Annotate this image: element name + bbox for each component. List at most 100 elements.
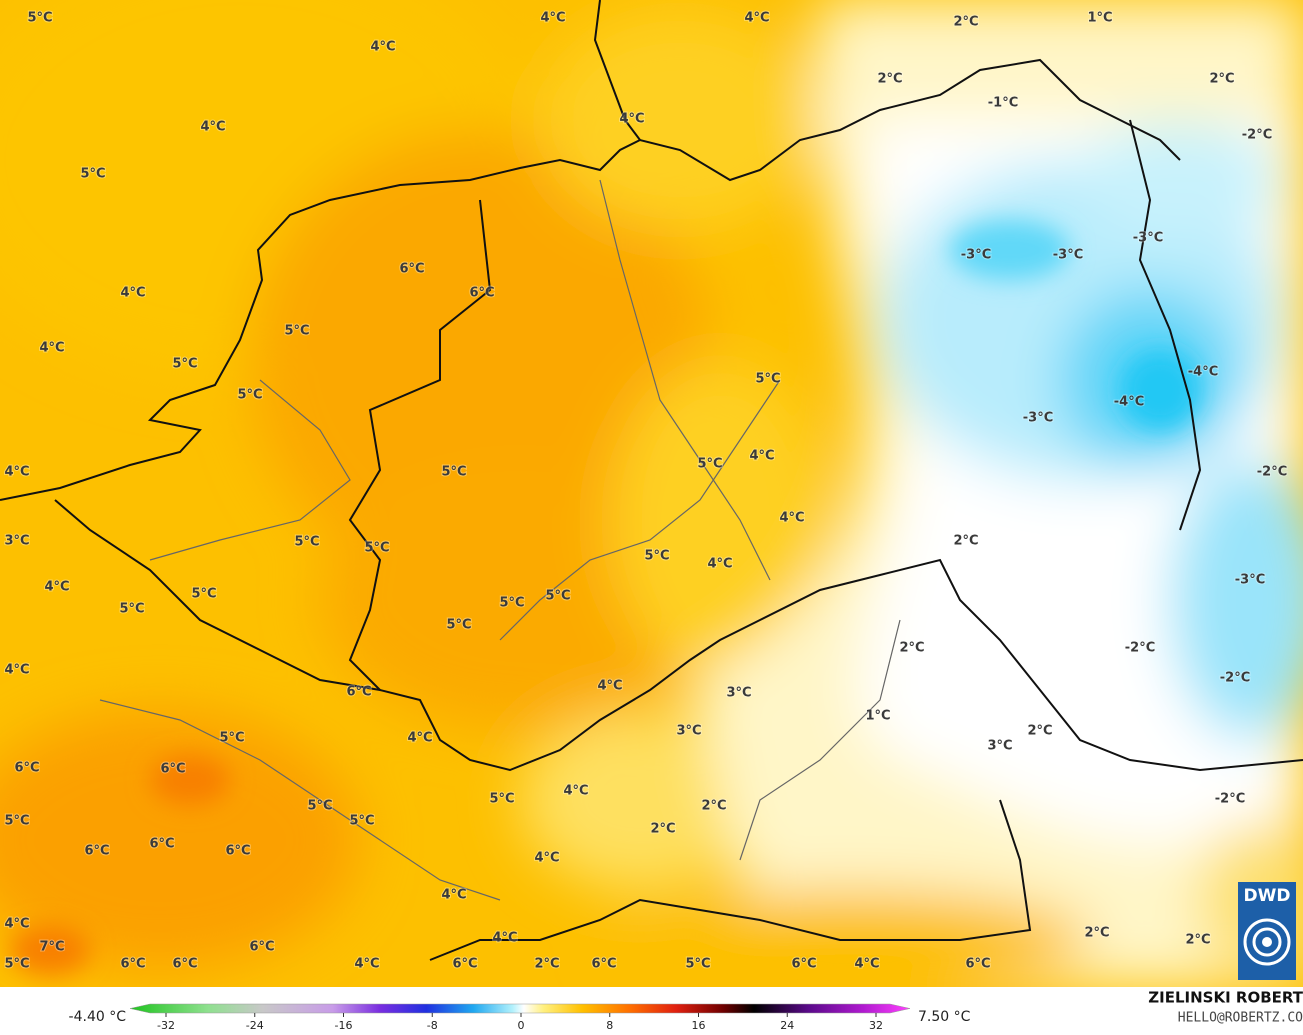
temperature-label: 6°C	[791, 957, 816, 972]
temperature-label: 2°C	[877, 72, 902, 87]
temperature-label: 2°C	[899, 641, 924, 656]
temperature-label: 4°C	[200, 120, 225, 135]
temperature-label: 4°C	[749, 449, 774, 464]
temperature-label: 5°C	[697, 457, 722, 472]
temperature-label: 2°C	[1084, 926, 1109, 941]
temperature-label: 6°C	[346, 685, 371, 700]
temperature-label: 4°C	[563, 784, 588, 799]
logo-swirl	[1252, 927, 1282, 957]
temperature-label: -3°C	[1133, 231, 1163, 246]
colorbar-tick-label: 32	[869, 1019, 883, 1032]
temperature-label: -2°C	[1220, 671, 1250, 686]
temperature-label: 5°C	[441, 465, 466, 480]
temperature-label: 4°C	[39, 341, 64, 356]
temperature-label: 5°C	[27, 11, 52, 26]
temperature-label: 4°C	[370, 40, 395, 55]
temperature-label: 5°C	[172, 357, 197, 372]
region-border	[99, 179, 901, 901]
dwd-logo: DWD	[1238, 882, 1296, 980]
temperature-label: 5°C	[191, 587, 216, 602]
country-border	[54, 119, 1303, 961]
temperature-label: 3°C	[676, 724, 701, 739]
temperature-label: 4°C	[4, 663, 29, 678]
temperature-label: -4°C	[1188, 365, 1218, 380]
logo-swirl	[1243, 918, 1291, 966]
temperature-label: 6°C	[160, 762, 185, 777]
temperature-label: 4°C	[4, 465, 29, 480]
temperature-label: 5°C	[4, 814, 29, 829]
temperature-label: 6°C	[225, 844, 250, 859]
logo-text: DWD	[1244, 886, 1291, 906]
temperature-label: -2°C	[1242, 128, 1272, 143]
temperature-label: -1°C	[988, 96, 1018, 111]
temperature-label: 4°C	[744, 11, 769, 26]
temperature-label: 5°C	[644, 549, 669, 564]
logo-swirl	[1262, 937, 1272, 947]
temperature-label: 5°C	[119, 602, 144, 617]
temperature-label: 4°C	[354, 957, 379, 972]
temperature-label: 3°C	[987, 739, 1012, 754]
temperature-label: 6°C	[399, 262, 424, 277]
temperature-label: 5°C	[499, 596, 524, 611]
temperature-label: 5°C	[284, 324, 309, 339]
temperature-label: 6°C	[469, 286, 494, 301]
temperature-label: 5°C	[237, 388, 262, 403]
temperature-label: 5°C	[489, 792, 514, 807]
temperature-label: 6°C	[14, 761, 39, 776]
temperature-label: 6°C	[84, 844, 109, 859]
temperature-label: 2°C	[534, 957, 559, 972]
temperature-label: 6°C	[149, 837, 174, 852]
temperature-label: 4°C	[619, 112, 644, 127]
temperature-label: 4°C	[540, 11, 565, 26]
colorbar-tick-label: 16	[692, 1019, 706, 1032]
temperature-label: 5°C	[685, 957, 710, 972]
temperature-label: -2°C	[1257, 465, 1287, 480]
temperature-label: 5°C	[219, 731, 244, 746]
temperature-label: 3°C	[4, 534, 29, 549]
temperature-label: 2°C	[701, 799, 726, 814]
credit-name: ZIELINSKI ROBERT	[1148, 989, 1303, 1007]
colorbar-tick-label: 24	[780, 1019, 794, 1032]
temperature-label: -3°C	[1053, 248, 1083, 263]
colorbar-tick-label: -32	[157, 1019, 175, 1032]
colorbar-tick-label: 8	[606, 1019, 613, 1032]
temperature-label: 4°C	[534, 851, 559, 866]
temperature-label: 6°C	[591, 957, 616, 972]
temperature-label: 5°C	[446, 618, 471, 633]
temperature-label: 2°C	[1185, 933, 1210, 948]
colorbar	[129, 1003, 911, 1014]
legend-max: 7.50 °C	[918, 1009, 971, 1025]
temperature-label: 3°C	[726, 686, 751, 701]
colorbar-tick-label: 0	[518, 1019, 525, 1032]
temperature-label: 4°C	[407, 731, 432, 746]
temperature-label: 4°C	[597, 679, 622, 694]
legend-min: -4.40 °C	[69, 1009, 127, 1025]
temperature-label: 4°C	[779, 511, 804, 526]
legend: -4.40 °C 7.50 °C -32 -24 -16 -8 0 8 16 24 32	[69, 1003, 971, 1032]
temperature-label: 4°C	[44, 580, 69, 595]
temperature-label: 2°C	[1209, 72, 1234, 87]
temperature-label: 6°C	[965, 957, 990, 972]
temperature-label: 5°C	[364, 541, 389, 556]
temperature-label: 5°C	[294, 535, 319, 550]
temperature-label: 6°C	[172, 957, 197, 972]
colorbar-tick-label: -8	[427, 1019, 438, 1032]
temperature-label: 1°C	[865, 709, 890, 724]
colorbar-tick-label: -24	[246, 1019, 264, 1032]
temperature-label: -2°C	[1125, 641, 1155, 656]
credit-contact: HELLO@ROBERTZ.CO	[1178, 1011, 1303, 1026]
temperature-label: -4°C	[1114, 395, 1144, 410]
temperature-label: 1°C	[1087, 11, 1112, 26]
colorbar-tick-label: -16	[335, 1019, 353, 1032]
temperature-label: 5°C	[307, 799, 332, 814]
temperature-label: 6°C	[452, 957, 477, 972]
temperature-label: 4°C	[492, 931, 517, 946]
temperature-label: 4°C	[854, 957, 879, 972]
temperature-label: 7°C	[39, 940, 64, 955]
temperature-label: 4°C	[441, 888, 466, 903]
temperature-label: 5°C	[80, 167, 105, 182]
temperature-label: 5°C	[545, 589, 570, 604]
temperature-label: -3°C	[961, 248, 991, 263]
temperature-label: 6°C	[120, 957, 145, 972]
